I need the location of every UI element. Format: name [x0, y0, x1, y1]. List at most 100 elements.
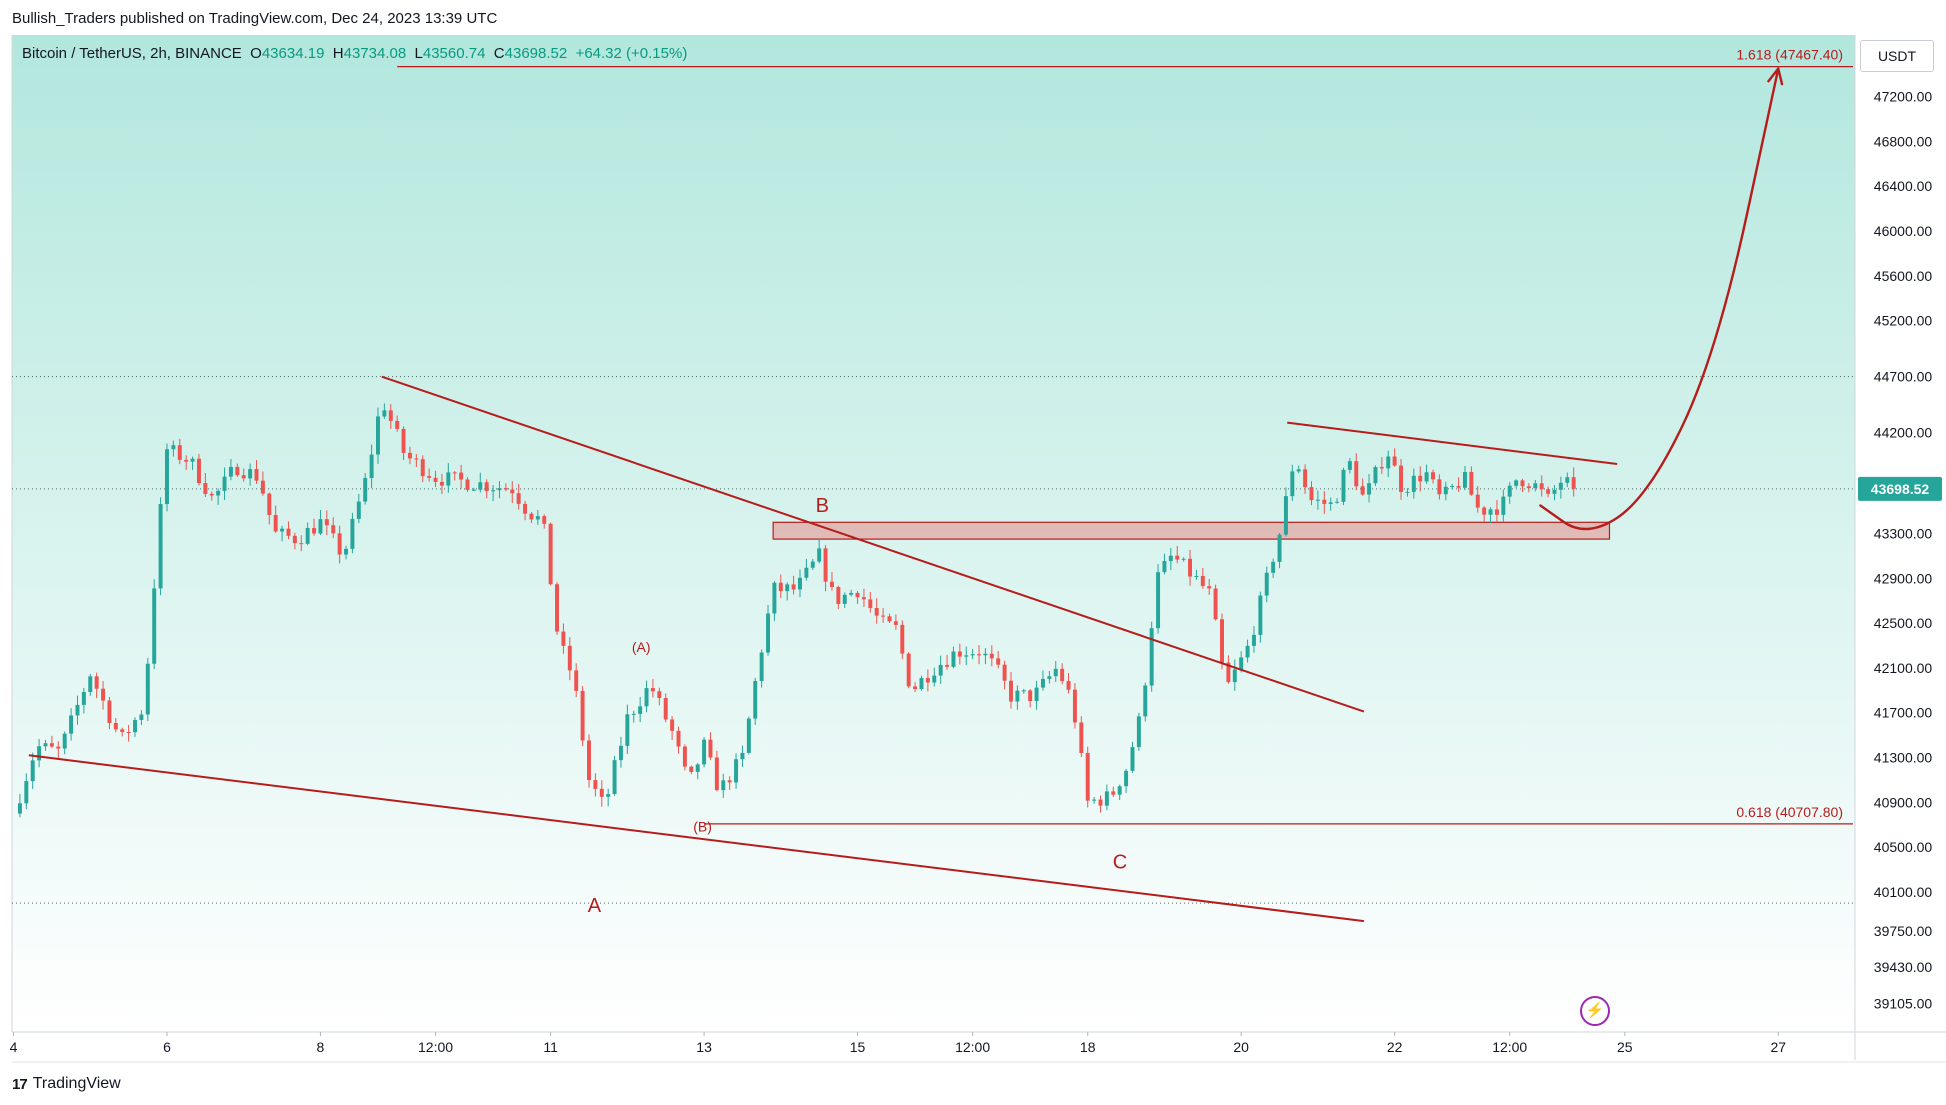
price-tick-label: 41300.00 [1874, 750, 1933, 766]
candle-body [273, 515, 278, 532]
time-tick-label: 18 [1080, 1039, 1096, 1055]
symbol-legend[interactable]: Bitcoin / TetherUS, 2h, BINANCE O43634.1… [22, 45, 687, 62]
price-tick-label: 42100.00 [1874, 660, 1933, 676]
candle-body [746, 718, 751, 753]
candle-body [778, 582, 783, 592]
candle-body [382, 410, 387, 417]
candle-body [510, 489, 515, 494]
candle-body [452, 472, 457, 474]
upper-falling-trendline[interactable] [381, 375, 1365, 713]
wave-label-B[interactable]: (B) [693, 818, 712, 834]
candle-body [1111, 791, 1116, 795]
price-tick-label: 42500.00 [1874, 615, 1933, 631]
candle-body [280, 528, 285, 532]
candle-body [1456, 485, 1461, 488]
time-tick-label: 15 [850, 1039, 866, 1055]
candle-body [945, 664, 950, 667]
candle-body [101, 688, 106, 701]
price-tick-label: 46800.00 [1874, 133, 1933, 149]
low-value: 43560.74 [422, 45, 486, 62]
candle-body [1373, 467, 1378, 484]
candle-body [1188, 558, 1193, 577]
time-tick-label: 12:00 [955, 1039, 990, 1055]
price-tick-label: 39750.00 [1874, 923, 1933, 939]
candle-body [989, 653, 994, 659]
candle-body [1283, 496, 1288, 535]
candle-body [1040, 678, 1045, 688]
support-zone[interactable] [772, 521, 1611, 540]
candle-body [459, 472, 464, 480]
candle-body [1328, 502, 1333, 504]
candle-body [587, 740, 591, 781]
candle-body [644, 688, 649, 707]
candle-body [1475, 494, 1480, 508]
candle-body [1443, 486, 1448, 495]
candle-body [196, 458, 201, 484]
candle-body [299, 543, 304, 545]
price-tick-label: 47200.00 [1874, 89, 1933, 105]
candle-body [420, 459, 425, 477]
candle-body [216, 490, 221, 496]
candle-body [203, 483, 208, 494]
candle-body [1220, 619, 1224, 663]
symbol-name[interactable]: Bitcoin / TetherUS, 2h, BINANCE [22, 45, 242, 62]
wave-label-A[interactable]: (A) [632, 639, 651, 655]
candle-body [798, 577, 802, 590]
candle-body [593, 780, 598, 789]
wave-label-B[interactable]: B [816, 495, 829, 517]
candle-body [1264, 572, 1269, 596]
candle-body [925, 678, 930, 683]
candle-body [721, 780, 726, 791]
candle-body [842, 594, 847, 604]
candle-body [1028, 690, 1033, 702]
candle-body [1168, 555, 1173, 561]
candle-body [414, 458, 419, 460]
candle-body [708, 739, 713, 758]
price-tick-label: 46000.00 [1874, 223, 1933, 239]
candle-body [503, 488, 508, 490]
price-axis[interactable]: 47200.00 46800.00 46400.00 46000.00 45600.00… [1858, 89, 1942, 1012]
candle-body [1379, 467, 1384, 469]
candle-body [184, 459, 189, 462]
candle-body [913, 686, 918, 690]
candle-body [1060, 668, 1065, 682]
candle-body [344, 548, 349, 555]
close-label: C [493, 45, 505, 62]
candle-body [1213, 588, 1218, 620]
candle-body [919, 678, 924, 690]
time-tick-label: 12:00 [418, 1039, 453, 1055]
candle-body [1104, 791, 1109, 806]
currency-selector[interactable]: USDT [1860, 40, 1934, 72]
candle-body [401, 428, 406, 453]
lower-falling-trendline[interactable] [28, 754, 1365, 923]
candle-body [849, 592, 854, 595]
candle-body [523, 503, 528, 514]
candle-body [881, 615, 886, 617]
time-axis[interactable]: 4 6 8 12:00 11 13 15 12:00 18 20 22 12:00 25 27 [10, 1032, 1787, 1055]
candle-body [599, 788, 604, 797]
close-value: 43698.52 [504, 45, 568, 62]
candle-body [145, 663, 150, 715]
candle-body [817, 548, 822, 562]
projection-path[interactable] [1539, 67, 1780, 531]
price-tick-label: 39105.00 [1874, 995, 1933, 1011]
candle-body [529, 513, 534, 520]
candle-body [286, 528, 291, 536]
candle-body [625, 714, 630, 746]
wave-label-A[interactable]: A [588, 895, 602, 917]
candle-body [1539, 483, 1544, 490]
candle-body [471, 489, 476, 491]
tradingview-logo[interactable]: 17 TradingView [12, 1075, 121, 1093]
candle-body [855, 592, 860, 598]
candle-body [676, 730, 681, 747]
candle-body [1514, 480, 1519, 486]
price-tick-label: 40100.00 [1874, 884, 1933, 900]
lightning-icon[interactable]: ⚡ [1580, 996, 1610, 1026]
candle-body [1494, 509, 1499, 515]
wave-label-C[interactable]: C [1113, 851, 1127, 873]
candle-body [1290, 471, 1295, 497]
candle-body [120, 729, 125, 733]
candle-body [618, 745, 623, 761]
flag-top-trendline[interactable] [1287, 421, 1618, 466]
